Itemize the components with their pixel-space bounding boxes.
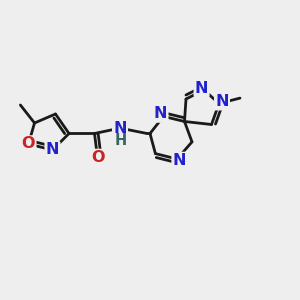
Text: N: N xyxy=(113,121,127,136)
Text: N: N xyxy=(173,153,186,168)
Text: O: O xyxy=(22,136,35,152)
Text: H: H xyxy=(115,133,127,148)
Text: O: O xyxy=(91,150,104,165)
Text: N: N xyxy=(154,106,167,122)
Text: N: N xyxy=(195,81,208,96)
Text: N: N xyxy=(215,94,229,109)
Text: N: N xyxy=(46,142,59,158)
